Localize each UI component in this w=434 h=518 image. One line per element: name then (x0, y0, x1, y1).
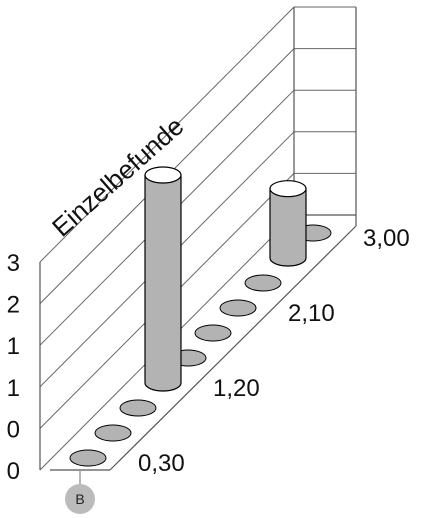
badge: B (65, 470, 95, 514)
bar-cylinder (269, 188, 307, 267)
floor-right-edge (109, 225, 357, 471)
bar-slot (219, 299, 257, 317)
y-tick-labels: 0 0 1 1 2 3 (7, 250, 20, 485)
y-tick-label: 0 (7, 458, 20, 485)
category-labels: 0,30 1,20 2,10 3,00 (138, 225, 410, 477)
y-tick-label: 2 (7, 292, 20, 319)
y-tick-label: 1 (7, 375, 20, 402)
bar-slot (119, 399, 157, 417)
gridline (39, 6, 295, 263)
bar-slot (69, 449, 107, 467)
category-label: 1,20 (213, 375, 260, 402)
bar-slot (194, 324, 232, 342)
badge-circle (65, 484, 95, 514)
y-tick-label: 3 (7, 250, 20, 277)
bar-cylinder-top (269, 180, 307, 198)
category-label: 0,30 (138, 450, 185, 477)
y-tick-label: 1 (7, 333, 20, 360)
bar-cylinder-top (144, 166, 182, 184)
category-label: 3,00 (363, 225, 410, 252)
bar-slot (94, 424, 132, 442)
bar-cylinders (144, 166, 307, 392)
badge-label: B (75, 491, 84, 507)
category-label: 2,10 (288, 300, 335, 327)
y-tick-label: 0 (7, 416, 20, 443)
bar-slot (244, 274, 282, 292)
bar-cylinder (144, 174, 182, 392)
